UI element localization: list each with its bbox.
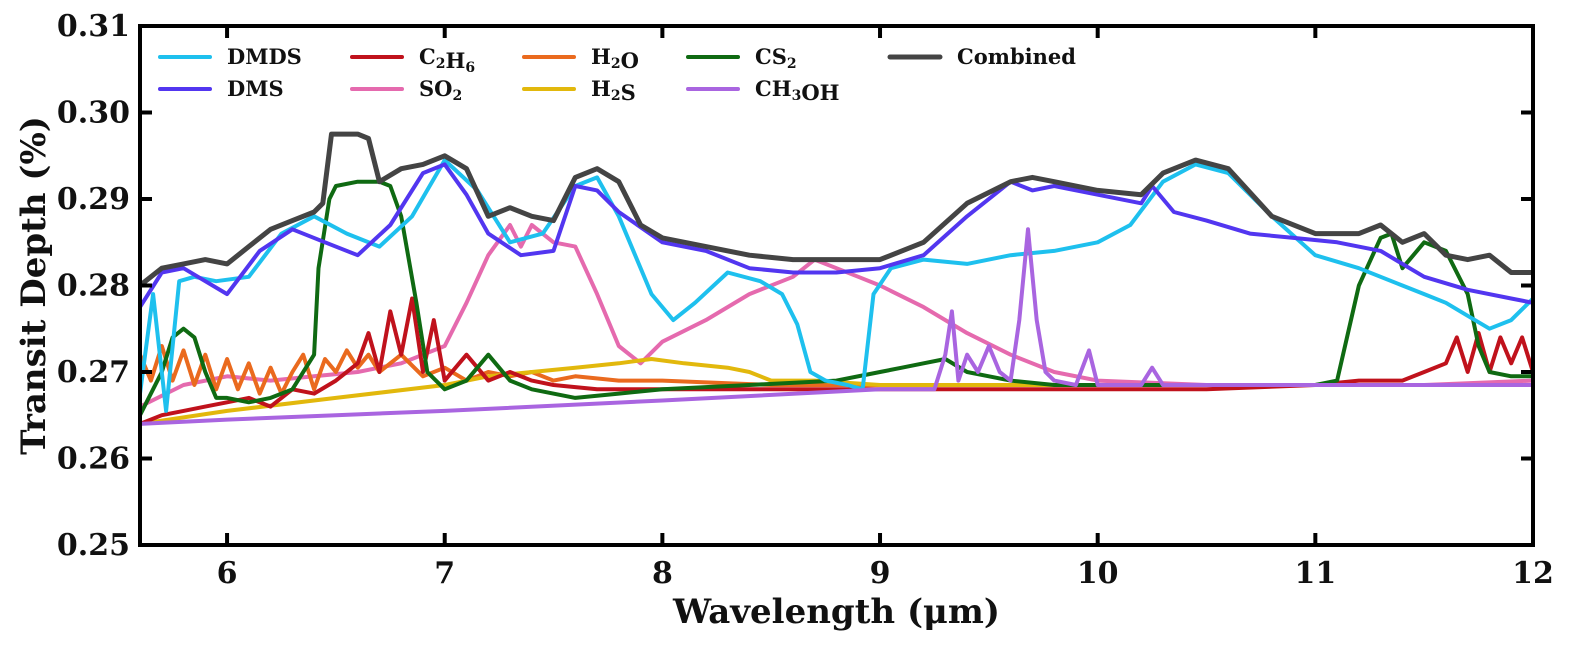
legend-label: DMDS [227, 44, 302, 69]
y-tick-label: 0.26 [57, 442, 130, 477]
legend-entry-h2s: H2S [522, 76, 636, 105]
legend-label: H2O [591, 44, 639, 73]
legend-entry-c2h6: C2H6 [350, 44, 475, 76]
x-tick-label: 7 [434, 556, 455, 591]
x-tick-label: 11 [1294, 556, 1336, 591]
legend-label: C2H6 [419, 44, 475, 76]
x-tick-label: 12 [1512, 556, 1554, 591]
legend-label: Combined [957, 44, 1076, 69]
series-line-dms [140, 162, 1533, 310]
series-line-combined [140, 131, 1533, 288]
y-tick-label: 0.31 [57, 9, 130, 44]
series-line-dmds [140, 158, 1533, 413]
x-tick-label: 6 [217, 556, 238, 591]
series-line-ch3oh [140, 227, 1533, 426]
y-tick-label: 0.25 [57, 528, 130, 563]
legend-label: DMS [227, 76, 284, 101]
x-axis-title: Wavelength (μm) [672, 592, 1000, 632]
x-tick-label: 8 [652, 556, 673, 591]
series-line-c2h6 [140, 296, 1533, 426]
legend-label: CH3OH [755, 76, 839, 105]
legend-entry-combined: Combined [887, 44, 1076, 69]
legend-label: H2S [591, 76, 636, 105]
legend-entry-dms: DMS [158, 76, 284, 101]
y-axis-title: Transit Depth (%) [14, 116, 54, 455]
series-line-h2o [140, 344, 1533, 396]
y-tick-label: 0.28 [57, 269, 130, 304]
ticks-layer: 6 7 8 9 10 11 12 0.25 0.26 0.27 0.28 0.29 0.30 0.31 [57, 9, 1554, 591]
legend-entry-dmds: DMDS [158, 44, 302, 69]
series-layer [140, 131, 1533, 426]
y-tick-label: 0.29 [57, 182, 130, 217]
legend-entry-h2o: H2O [522, 44, 639, 73]
series-line-h2s [140, 357, 1533, 426]
legend-label: CS2 [755, 44, 797, 72]
legend-entry-ch3oh: CH3OH [686, 76, 839, 105]
x-tick-label: 10 [1077, 556, 1119, 591]
y-tick-label: 0.27 [57, 355, 130, 390]
legend-entry-cs2: CS2 [686, 44, 797, 72]
legend-label: SO2 [419, 76, 462, 104]
y-tick-label: 0.30 [57, 96, 130, 131]
legend-entry-so2: SO2 [350, 76, 462, 104]
x-tick-label: 9 [870, 556, 891, 591]
series-line-cs2 [140, 179, 1533, 418]
